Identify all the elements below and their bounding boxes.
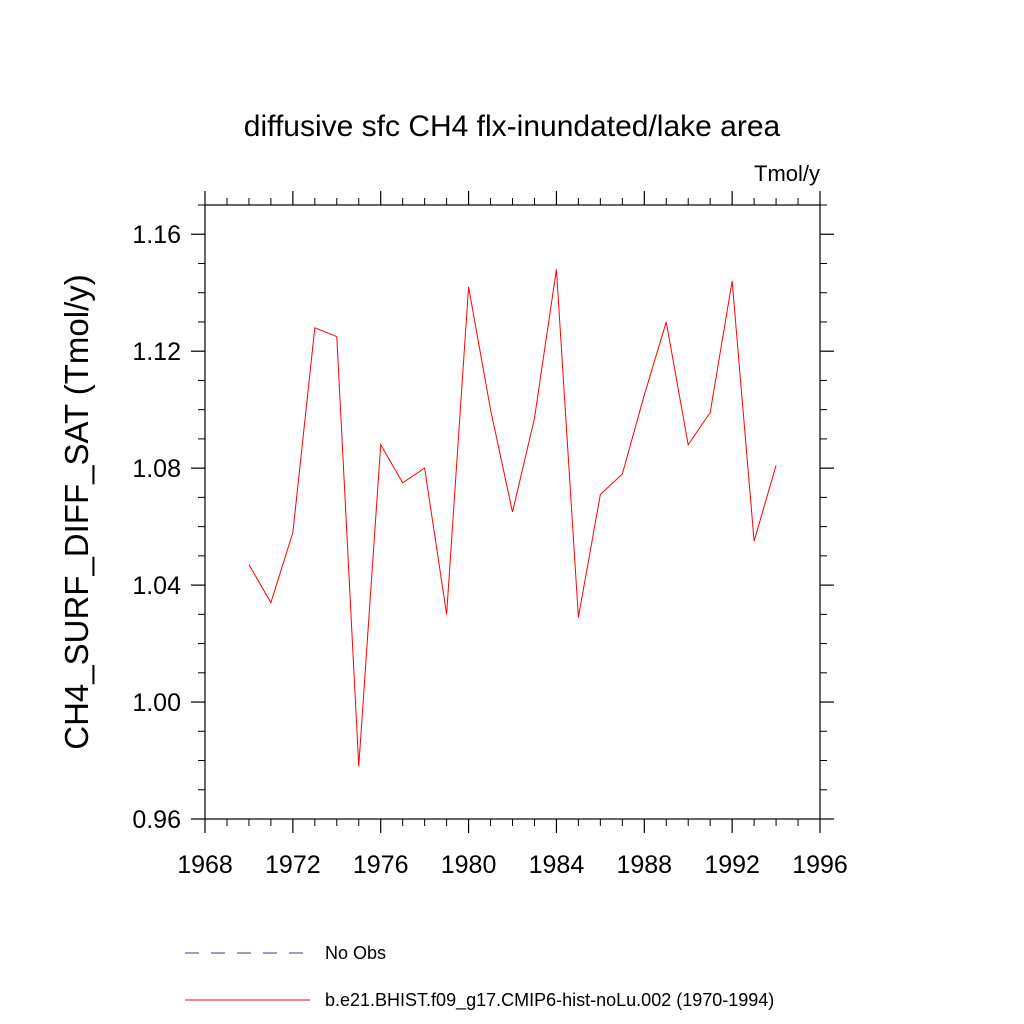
x-tick-label: 1980	[441, 851, 497, 879]
chart-title: diffusive sfc CH4 flx-inundated/lake are…	[244, 110, 781, 143]
axis-ticks	[191, 191, 834, 833]
x-tick-label: 1988	[616, 851, 672, 879]
y-tick-label: 1.08	[132, 455, 181, 483]
x-tick-label: 1972	[265, 851, 321, 879]
y-tick-label: 1.16	[132, 221, 181, 249]
y-tick-label: 0.96	[132, 806, 181, 834]
units-label: Tmol/y	[754, 161, 820, 186]
x-tick-label: 1968	[177, 851, 233, 879]
series-line-0	[248, 269, 777, 767]
x-tick-label: 1984	[529, 851, 585, 879]
y-axis-label: CH4_SURF_DIFF_SAT (Tmol/y)	[58, 274, 95, 750]
x-tick-label: 1976	[353, 851, 409, 879]
y-tick-label: 1.04	[132, 572, 181, 600]
legend: No Obs b.e21.BHIST.f09_g17.CMIP6-hist-no…	[185, 943, 774, 1011]
y-tick-label: 1.00	[132, 689, 181, 717]
tick-labels: 1968 1972 1976 1980 1984 1988 1992 1996 0.96 1.00…	[132, 221, 847, 879]
series-lines	[248, 269, 777, 767]
legend-label-model: b.e21.BHIST.f09_g17.CMIP6-hist-noLu.002 …	[325, 990, 774, 1011]
x-tick-label: 1996	[792, 851, 848, 879]
legend-label-no-obs: No Obs	[325, 943, 386, 963]
y-tick-label: 1.12	[132, 338, 181, 366]
x-tick-label: 1992	[704, 851, 760, 879]
